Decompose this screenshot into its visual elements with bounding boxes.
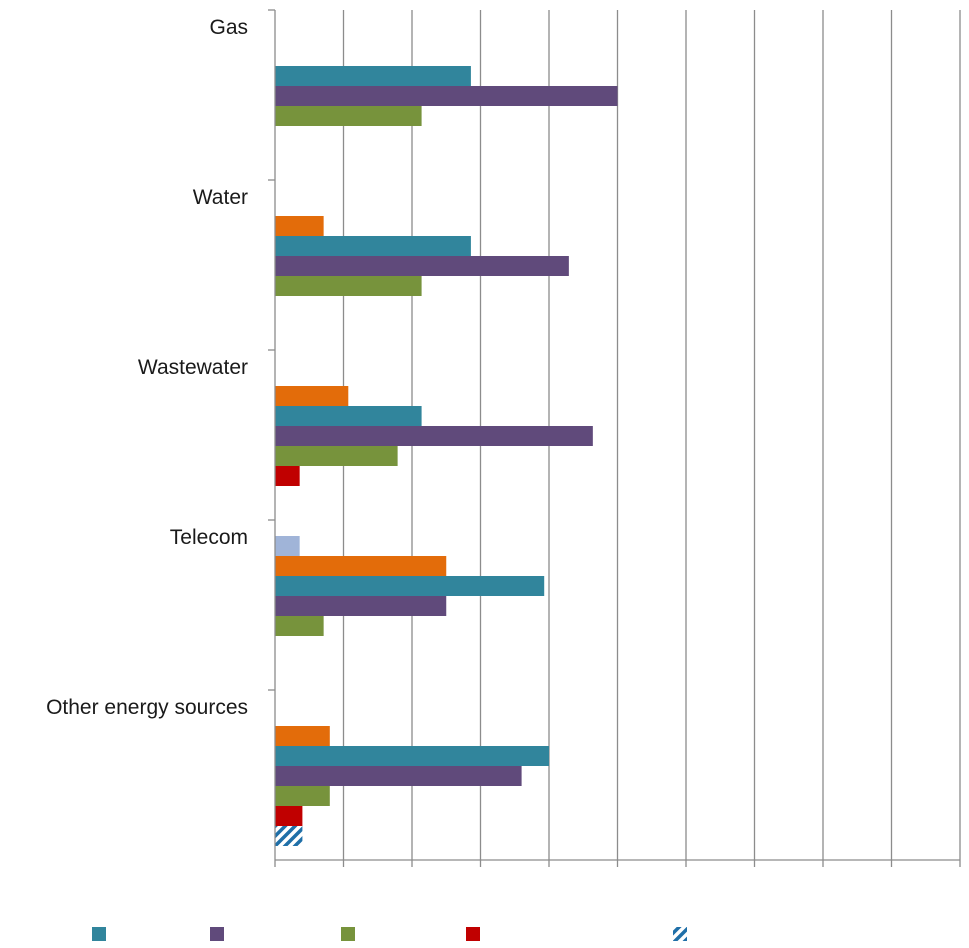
bar [275,596,447,616]
bar [275,256,569,276]
bar [275,426,593,446]
axes [268,9,961,867]
bar [275,536,300,556]
category-label: Other energy sources [46,696,248,719]
bar [275,276,422,296]
legend-swatch [673,927,687,941]
category-labels: Gas Water Wastewater Telecom Other energy so… [46,16,248,719]
bar [275,726,330,746]
bar [275,66,471,86]
category-label: Water [193,186,248,209]
bar [275,216,324,236]
legend-swatch [341,927,355,941]
grid [342,10,961,860]
bar [275,466,300,486]
bar [275,386,349,406]
legend [92,927,687,941]
bar [275,786,330,806]
category-label: Gas [209,16,248,39]
bars [275,66,618,846]
category-label: Wastewater [138,356,248,379]
bar [275,576,545,596]
bar [275,406,422,426]
bar [275,86,618,106]
legend-swatch [466,927,480,941]
legend-swatch [92,927,106,941]
bar [275,556,447,576]
bar [275,616,324,636]
legend-swatch [210,927,224,941]
bar [275,236,471,256]
bar [275,826,303,846]
bar [275,446,398,466]
bar [275,766,522,786]
bar [275,746,549,766]
bar [275,106,422,126]
category-label: Telecom [170,526,248,549]
bar [275,806,303,826]
